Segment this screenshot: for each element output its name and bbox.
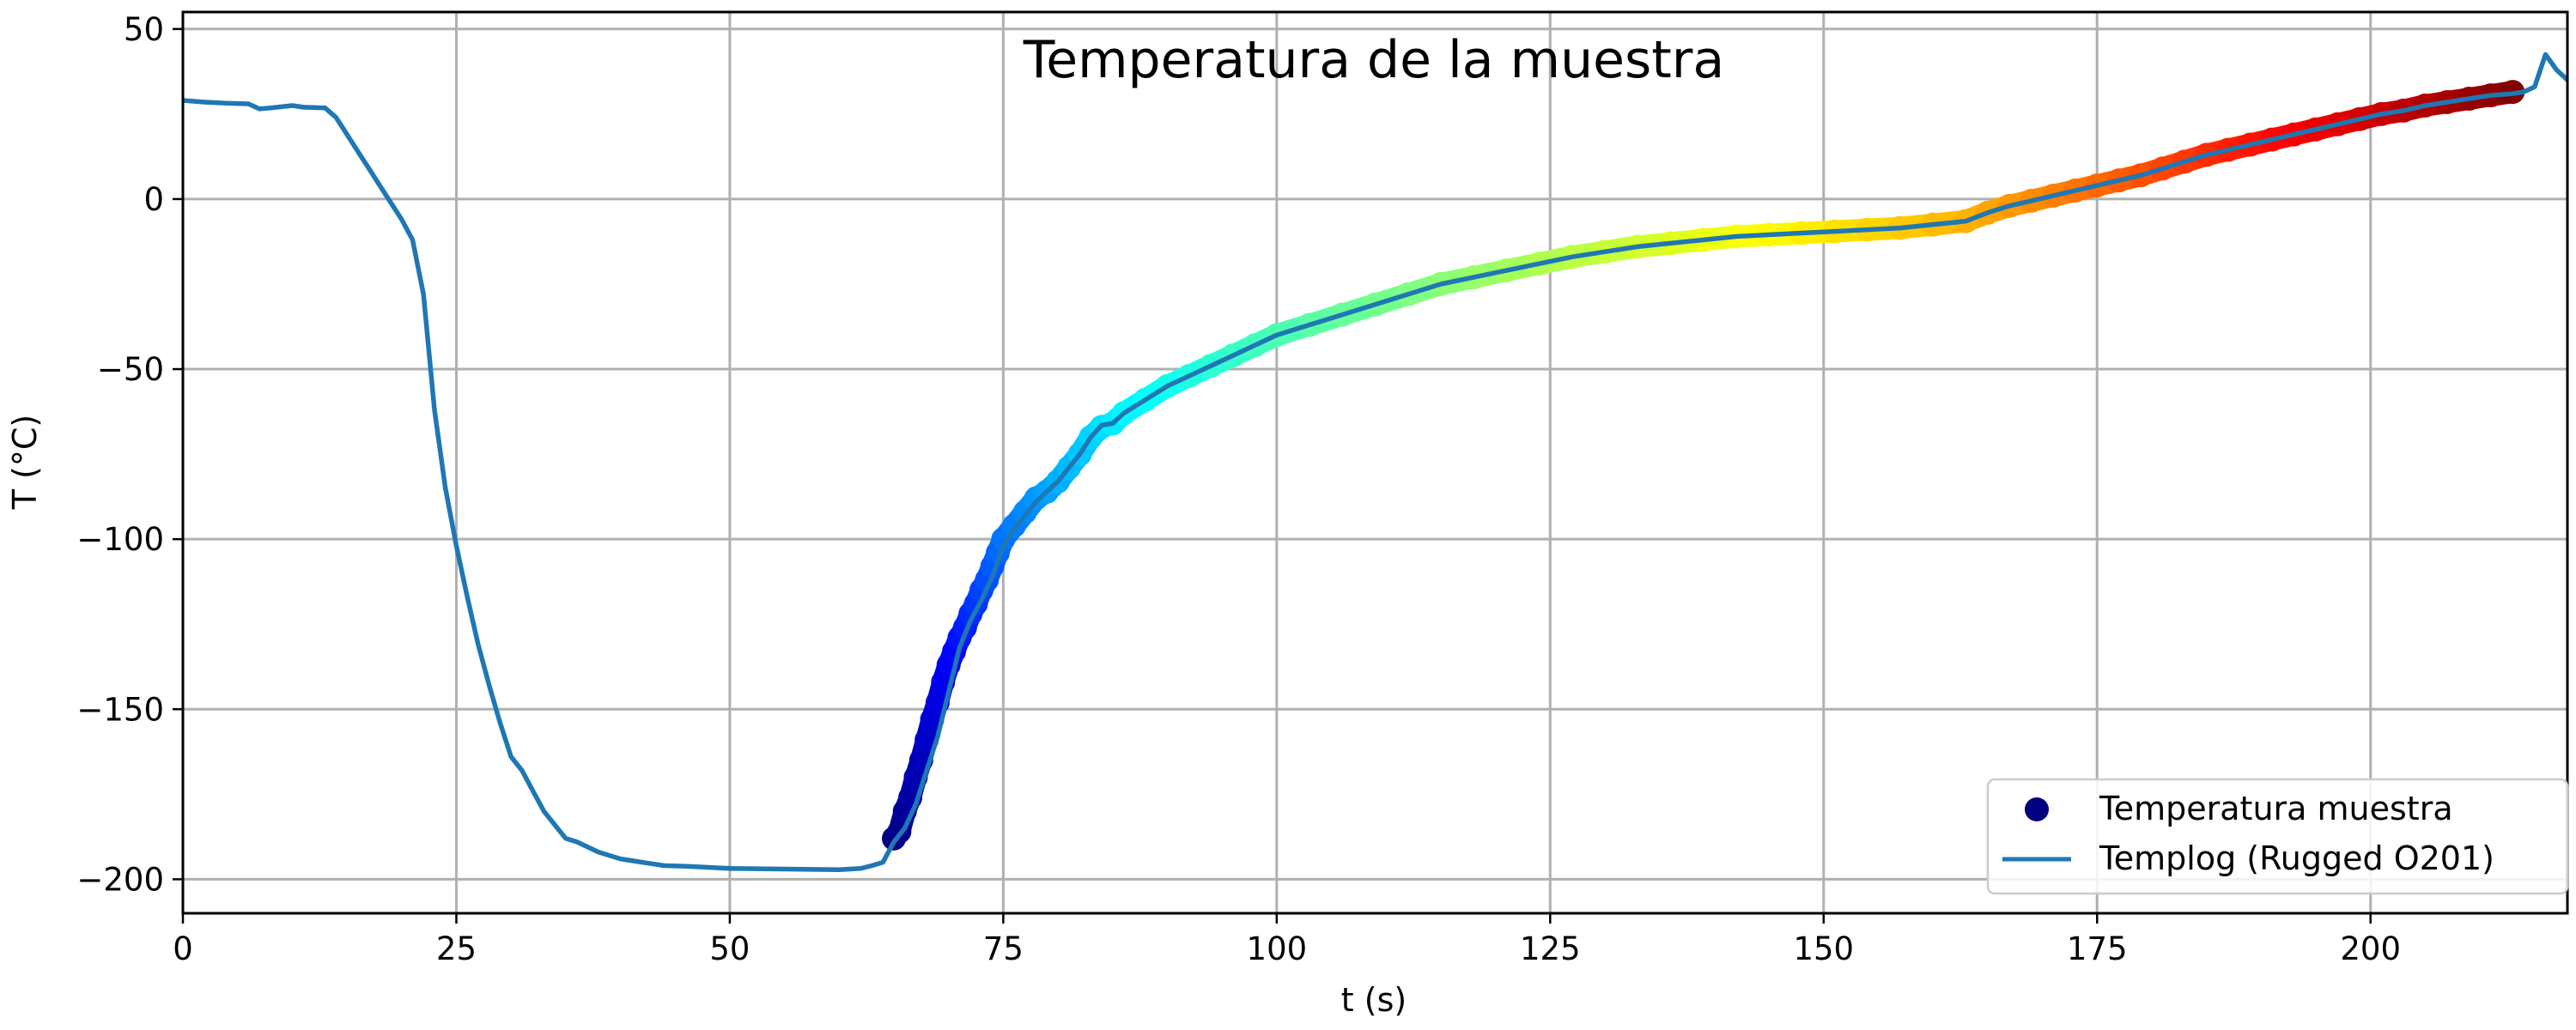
legend: Temperatura muestra Templog (Rugged O201… bbox=[1986, 778, 2569, 895]
grid bbox=[181, 12, 2567, 913]
y-tick-label: 0 bbox=[143, 181, 164, 218]
legend-label-templog: Templog (Rugged O201) bbox=[2099, 839, 2494, 877]
plot-frame bbox=[181, 10, 2569, 915]
y-tick-label: −200 bbox=[76, 861, 164, 898]
x-tick-label: 50 bbox=[709, 930, 750, 967]
chart-title: Temperatura de la muestra bbox=[1023, 30, 1725, 90]
y-tick-label: 50 bbox=[124, 11, 164, 48]
axis-ticks: 0 25 50 75 100 125 150 175 200 50 0 −50 −100 −150 −200 bbox=[76, 11, 2401, 967]
x-tick-label: 150 bbox=[1793, 930, 1854, 967]
y-tick-label: −100 bbox=[76, 521, 164, 558]
x-axis-label: t (s) bbox=[1341, 981, 1406, 1019]
y-axis-label: T (°C) bbox=[6, 415, 44, 510]
x-tick-label: 125 bbox=[1520, 930, 1581, 967]
y-tick-label: −150 bbox=[76, 691, 164, 728]
x-tick-label: 175 bbox=[2067, 930, 2128, 967]
x-tick-label: 0 bbox=[173, 930, 193, 967]
legend-box bbox=[1986, 778, 2569, 895]
y-tick-label: −50 bbox=[97, 351, 164, 388]
x-tick-label: 100 bbox=[1247, 930, 1308, 967]
templog-line bbox=[182, 52, 2569, 873]
templog-series bbox=[182, 52, 2569, 873]
x-tick-label: 200 bbox=[2340, 930, 2401, 967]
x-tick-label: 25 bbox=[436, 930, 477, 967]
legend-label-sample: Temperatura muestra bbox=[2099, 790, 2453, 827]
x-tick-label: 75 bbox=[983, 930, 1024, 967]
legend-marker-scatter bbox=[2025, 797, 2049, 821]
